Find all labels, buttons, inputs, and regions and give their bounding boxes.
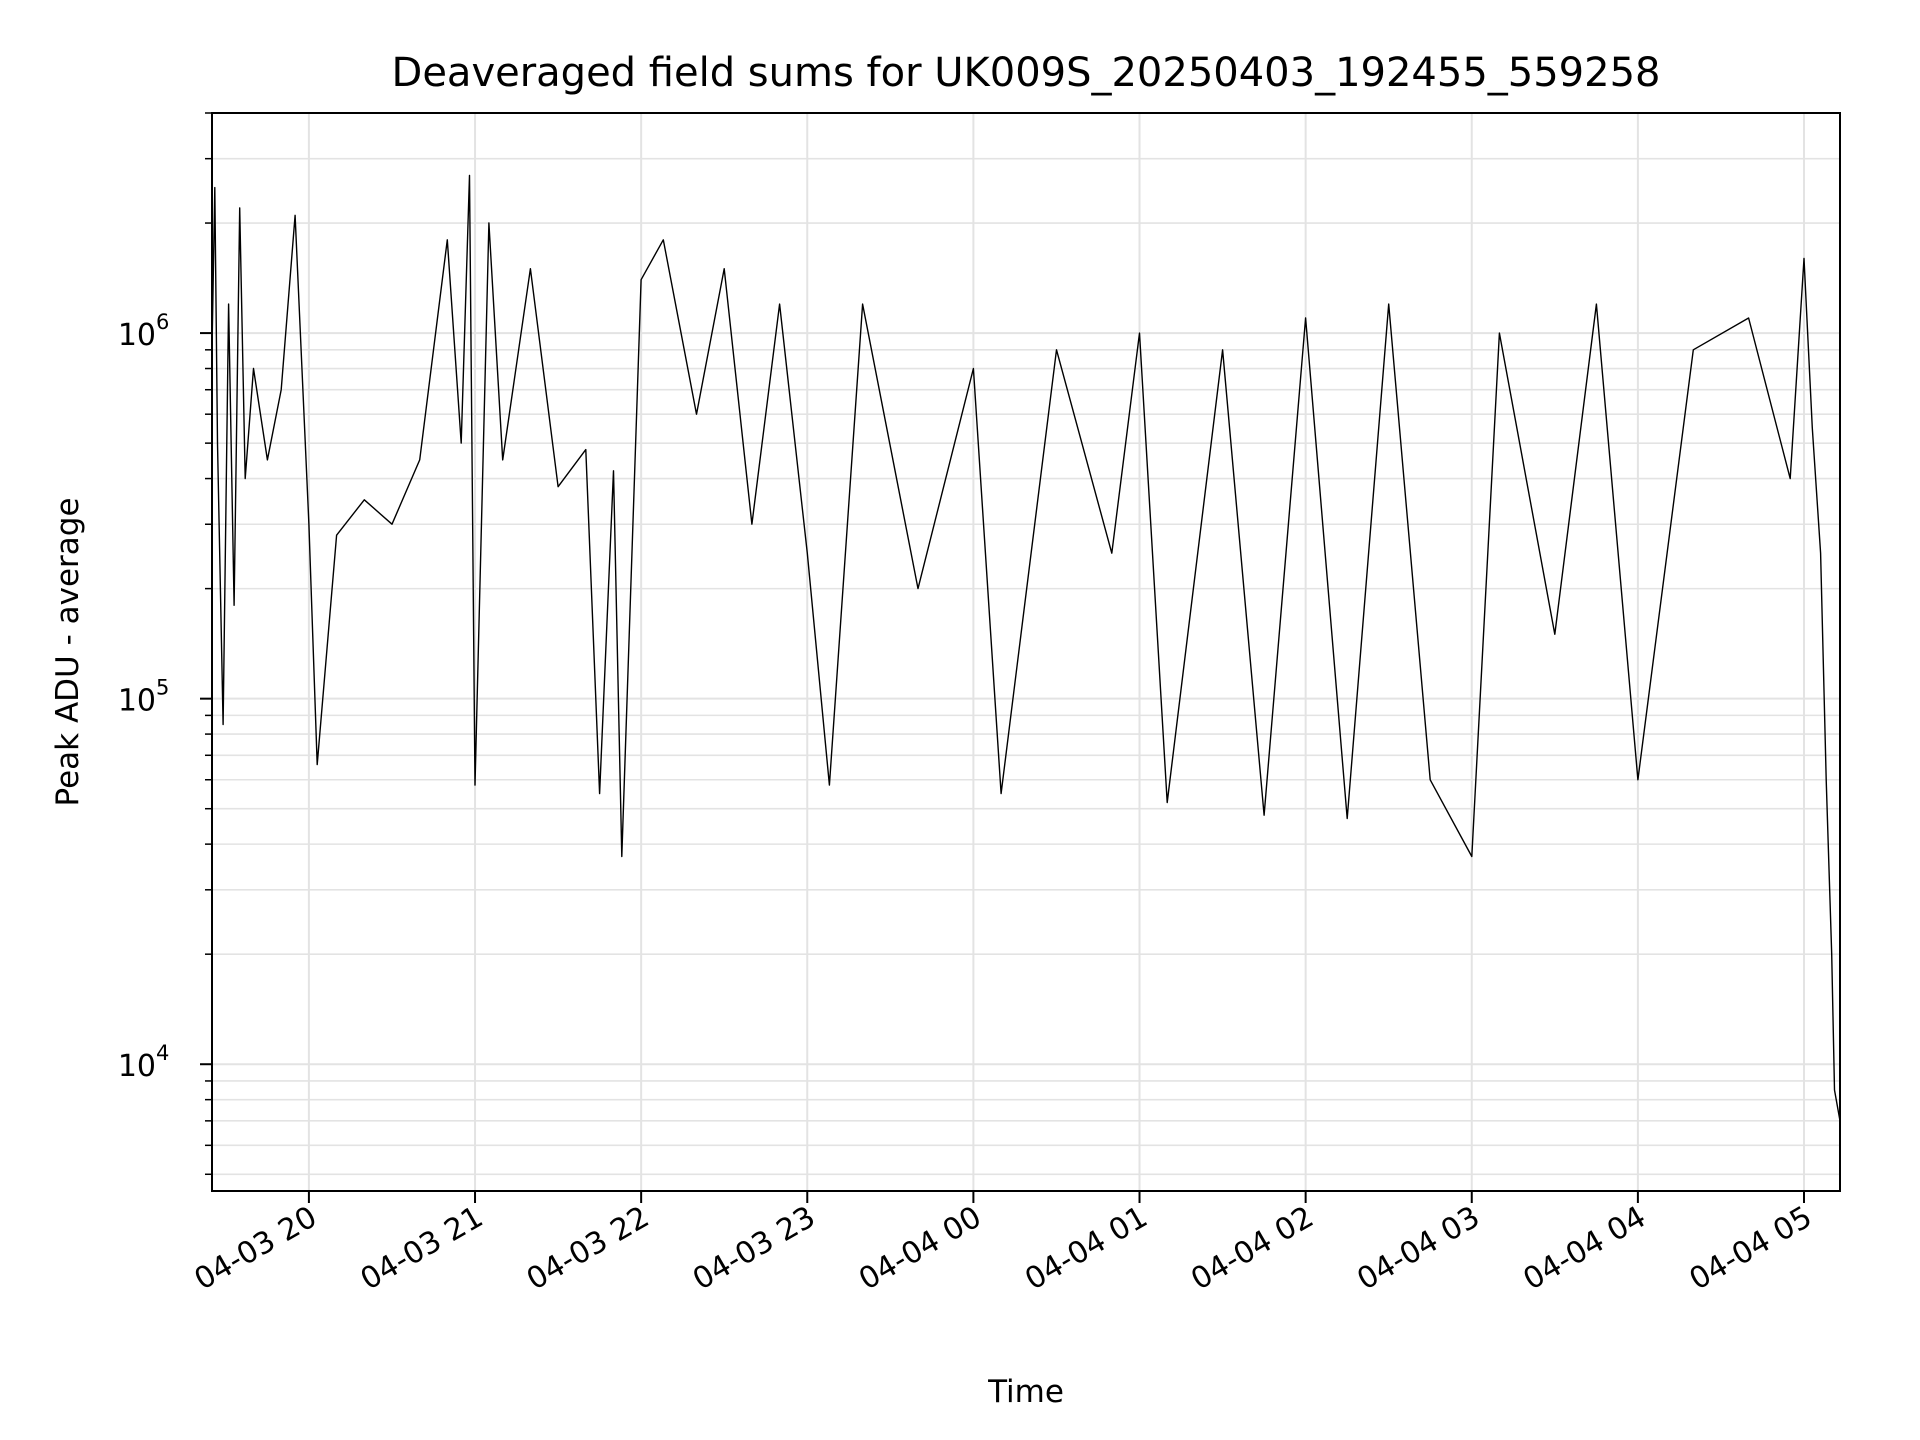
- series-layer: [211, 174, 1841, 1122]
- plot-frame: [211, 112, 1841, 1192]
- y-tick-label: 10: [118, 1049, 156, 1084]
- grid: [212, 112, 1840, 1191]
- y-tick-label: 10: [118, 318, 156, 353]
- series-line: [211, 174, 1841, 1122]
- y-tick-label: 10: [118, 684, 156, 719]
- y-tick-exponent: 4: [156, 1041, 169, 1065]
- x-axis-label: Time: [987, 1374, 1064, 1410]
- y-tick-exponent: 6: [156, 310, 169, 334]
- y-axis-label: Peak ADU - average: [50, 497, 86, 806]
- y-tick-exponent: 5: [156, 676, 169, 700]
- chart-title: Deaveraged field sums for UK009S_2025040…: [392, 50, 1661, 96]
